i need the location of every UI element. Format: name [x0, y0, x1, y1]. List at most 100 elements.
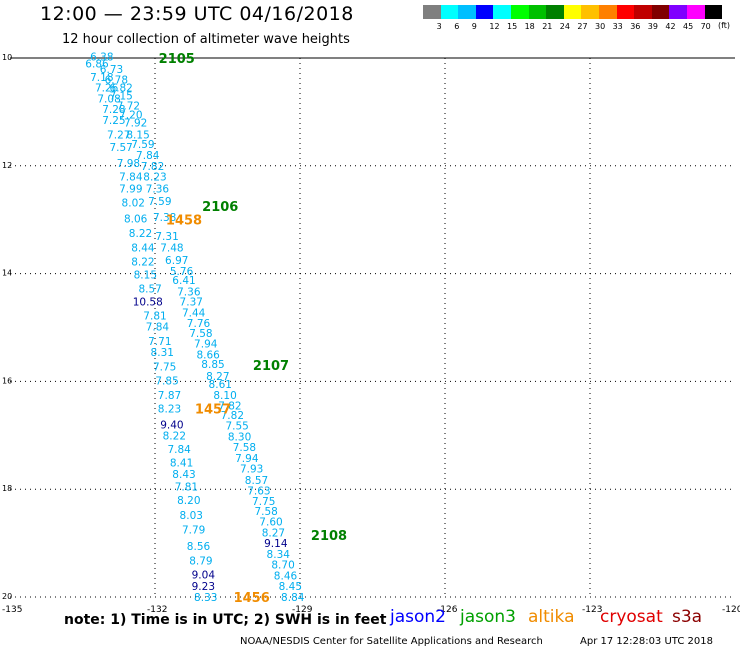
wave-height-label: 6.73	[100, 64, 123, 76]
wave-height-label: 7.81	[175, 482, 198, 494]
wave-height-label: 7.36	[177, 286, 201, 298]
wave-height-label: 7.25	[102, 115, 125, 127]
legend-label: 6	[454, 22, 460, 31]
wave-height-label: 7.57	[109, 142, 132, 154]
wave-height-label: 7.59	[131, 139, 154, 151]
wave-height-label: 8.41	[170, 457, 193, 469]
wave-height-label: 8.56	[187, 541, 211, 553]
pass-time-label: 1457	[195, 402, 231, 417]
wave-height-label: 8.27	[206, 371, 229, 383]
wave-height-label: 8.43	[172, 469, 195, 481]
legend-swatch	[475, 5, 494, 19]
lat-label: 14	[2, 269, 12, 278]
wave-height-label: 8.23	[158, 403, 181, 415]
legend-swatch	[651, 5, 670, 19]
wave-height-label: 7.15	[109, 91, 132, 103]
wave-height-label: 6.78	[105, 75, 128, 87]
wave-height-label: 8.31	[151, 347, 174, 359]
wave-height-label: 8.02	[122, 197, 145, 209]
lon-label: -135	[2, 605, 22, 615]
wave-height-label: 7.81	[143, 311, 166, 323]
legend-label: 3	[436, 22, 442, 31]
legend-label: 30	[595, 22, 606, 31]
wave-height-label: 7.99	[119, 183, 142, 195]
legend-label: 39	[647, 22, 658, 31]
wave-height-label: 7.82	[221, 410, 244, 422]
wave-height-label: 8.85	[201, 359, 224, 371]
wave-height-label: 6.41	[172, 275, 195, 287]
wave-height-label: 7.58	[233, 442, 256, 454]
wave-height-label: 9.14	[264, 538, 288, 550]
wave-height-label: 7.38	[153, 212, 176, 224]
legend-swatch	[440, 5, 459, 19]
legend-label: 33	[612, 22, 623, 31]
wave-height-label: 8.03	[180, 510, 203, 522]
lat-label: 20	[2, 592, 12, 601]
satellite-s3a: s3a	[672, 607, 703, 627]
wave-height-label: 7.84	[136, 150, 160, 162]
legend-swatch	[581, 5, 599, 19]
legend-label: 24	[559, 22, 570, 31]
wave-height-label: 8.06	[124, 214, 148, 226]
wave-height-label: 8.70	[271, 560, 294, 572]
pass-time-label: 2105	[159, 52, 195, 67]
wave-height-label: 7.08	[97, 93, 120, 105]
legend-label: 18	[524, 22, 535, 31]
wave-height-label: 7.85	[155, 375, 178, 387]
satellite-jason3: jason3	[460, 607, 516, 627]
wave-height-label: 7.36	[146, 183, 170, 195]
wave-height-label: 7.84	[119, 172, 143, 184]
wave-height-label: 8.66	[196, 349, 220, 361]
wave-height-label: 7.26	[95, 83, 119, 95]
footer-credit: NOAA/NESDIS Center for Satellite Applica…	[240, 636, 543, 647]
wave-height-label: 7.82	[218, 401, 241, 413]
legend-label: 12	[489, 22, 500, 31]
legend-label: 70	[700, 22, 711, 31]
legend-swatch	[669, 5, 687, 19]
lon-label: -132	[147, 605, 167, 615]
legend-label: 27	[577, 22, 588, 31]
wave-height-label: 8.46	[274, 570, 298, 582]
wave-height-label: 7.20	[119, 110, 142, 122]
wave-height-label: 10.58	[133, 297, 163, 309]
wave-height-label: 9.23	[192, 581, 215, 593]
satellite-cryosat: cryosat	[600, 607, 663, 627]
wave-height-label: 7.87	[158, 390, 181, 402]
footer-note: note: 1) Time is in UTC; 2) SWH is in fe…	[64, 612, 387, 628]
wave-height-label: 8.30	[228, 431, 251, 443]
wave-height-label: 8.10	[213, 390, 236, 402]
pass-time-label: 2106	[202, 200, 238, 215]
wave-height-label: 7.28	[102, 104, 125, 116]
legend-swatch	[423, 5, 441, 19]
legend-swatch	[563, 5, 582, 19]
color-legend	[423, 5, 723, 19]
color-legend-labels: 3 6 9 12 15 18 21 24 27 30 33 36 39 42 45 70	[423, 22, 740, 34]
wave-height-label: 7.84	[146, 321, 170, 333]
page-title: 12:00 — 23:59 UTC 04/16/2018	[40, 3, 354, 25]
lat-label: 18	[2, 484, 12, 493]
pass-time-label: 1456	[234, 591, 270, 606]
wave-height-label: 7.58	[254, 506, 277, 518]
wave-height-label: 7.92	[124, 118, 147, 130]
legend-label: 42	[665, 22, 676, 31]
lat-label: 12	[2, 161, 12, 170]
legend-label: 21	[542, 22, 553, 31]
wave-height-label: 7.18	[90, 72, 113, 84]
legend-swatch	[616, 5, 635, 19]
wave-height-label: 7.75	[153, 361, 176, 373]
legend-label: 45	[683, 22, 694, 31]
wave-height-label: 8.33	[194, 592, 217, 604]
legend-swatch	[686, 5, 705, 19]
wave-height-label: 8.15	[126, 130, 149, 142]
wave-height-label: 7.76	[187, 318, 211, 330]
wave-height-label: 8.34	[267, 549, 291, 561]
wave-height-label: 7.72	[117, 100, 140, 112]
wave-height-label: 8.84	[281, 592, 305, 604]
wave-height-label: 7.60	[259, 517, 282, 529]
legend-unit: (ft)	[718, 21, 731, 30]
legend-swatch	[493, 5, 511, 19]
wave-height-label: 8.22	[163, 430, 186, 442]
wave-height-label: 7.48	[160, 243, 183, 255]
pass-time-label: 2107	[253, 359, 289, 374]
